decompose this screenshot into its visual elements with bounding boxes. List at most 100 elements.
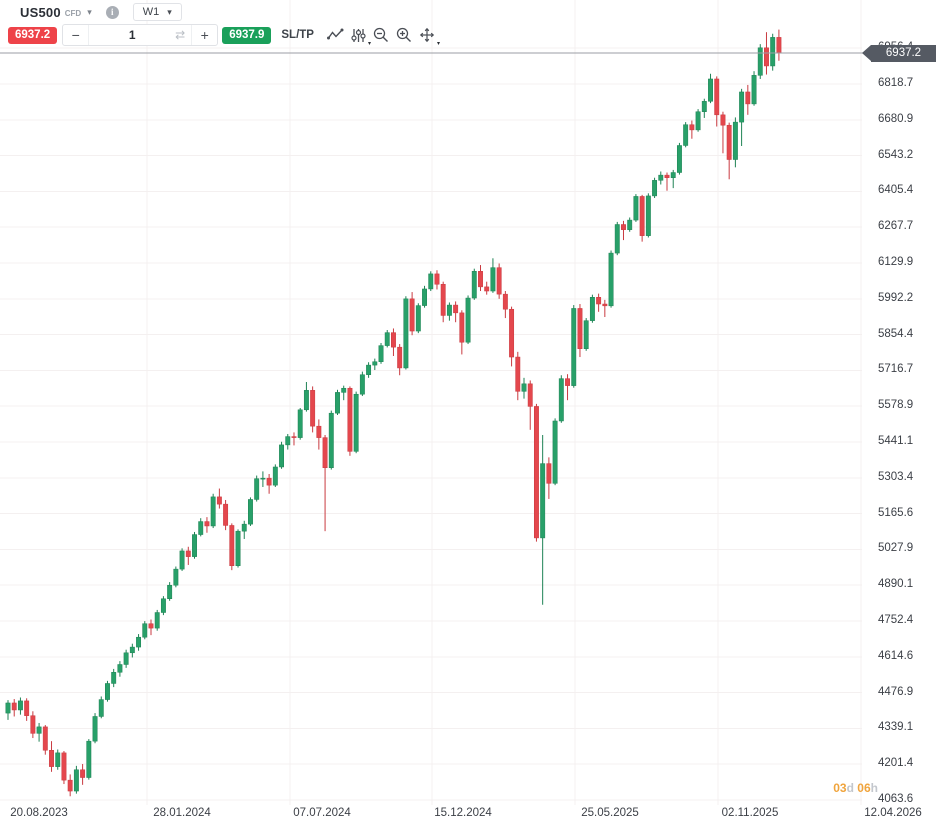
candle-body — [708, 78, 713, 102]
candle-body — [30, 715, 36, 734]
candle-body — [248, 499, 253, 525]
price-axis-label: 4339.1 — [878, 721, 914, 734]
price-axis-label: 4063.6 — [878, 793, 914, 805]
price-axis-label: 4201.4 — [878, 757, 914, 770]
buy-price-button[interactable]: 6937.9 — [222, 26, 272, 44]
candle-body — [260, 477, 266, 480]
candle-body — [627, 219, 633, 230]
chevron-down-icon[interactable]: ▾ — [87, 6, 92, 17]
candle-body — [142, 623, 148, 638]
candle-body — [745, 91, 751, 105]
candle-body — [160, 598, 166, 613]
candle-body — [714, 78, 720, 116]
info-icon[interactable]: i — [105, 5, 119, 19]
swap-units-icon[interactable]: ⇄ — [175, 28, 186, 42]
volume-input[interactable] — [89, 28, 176, 42]
price-axis[interactable]: 6956.46818.76680.96543.26405.46267.76129… — [862, 0, 936, 828]
candle-body — [391, 332, 396, 348]
candle-body — [639, 196, 645, 236]
price-axis-label: 5303.4 — [878, 470, 914, 483]
candle-body — [521, 383, 527, 392]
candle-body — [422, 288, 427, 306]
candle-body — [577, 308, 583, 349]
price-axis-label: 6405.4 — [878, 184, 914, 197]
candle-body — [266, 477, 272, 486]
time-axis-label: 12.04.2026 — [864, 807, 922, 819]
indicators-icon[interactable]: ▾ — [347, 25, 371, 47]
candle-body — [683, 124, 689, 146]
timeframe-dropdown[interactable]: W1 ▾ — [132, 3, 182, 21]
candle-body — [471, 271, 477, 299]
candle-body — [5, 702, 11, 714]
candle-body — [353, 393, 359, 452]
candle-body — [490, 267, 496, 292]
candle-body — [61, 752, 67, 781]
candle-body — [235, 530, 241, 566]
candle-body — [496, 267, 502, 295]
symbol-name[interactable]: US500 — [20, 4, 61, 20]
candle-body — [540, 463, 546, 539]
candle-body — [695, 111, 701, 131]
candle-body — [291, 436, 297, 438]
price-axis-label: 6818.7 — [878, 76, 914, 89]
candle-body — [739, 91, 745, 123]
candle-body — [216, 496, 222, 505]
time-axis-label: 15.12.2024 — [434, 807, 492, 819]
candle-body — [279, 444, 284, 468]
countdown-days-unit: d — [846, 781, 854, 795]
zoom-in-icon[interactable] — [393, 25, 416, 45]
candle-body — [670, 172, 676, 178]
instrument-header: US500 CFD ▾ i W1 ▾ — [20, 3, 182, 21]
line-style-icon[interactable] — [324, 25, 347, 45]
candle-body — [732, 121, 738, 160]
candle-body — [210, 496, 216, 527]
sell-price-button[interactable]: 6937.2 — [8, 26, 58, 44]
pan-icon[interactable]: ▾ — [416, 25, 440, 47]
candle-body — [92, 716, 98, 742]
candle-body — [571, 308, 577, 386]
candle-body — [316, 425, 322, 438]
candle-body — [322, 437, 328, 469]
candle-body — [720, 114, 726, 126]
candle-body — [515, 356, 521, 392]
candle-body — [24, 700, 30, 716]
price-axis-label: 5578.9 — [878, 399, 914, 412]
candle-body — [770, 37, 776, 67]
candle-body — [111, 672, 117, 684]
candle-body — [73, 769, 79, 792]
chart-tools: ▾ — [324, 25, 440, 47]
candle-body — [341, 387, 347, 393]
candle-body — [303, 390, 309, 411]
time-axis-label: 28.01.2024 — [153, 807, 211, 819]
candle-body — [652, 180, 658, 197]
candle-countdown: 03d 06h — [833, 781, 878, 795]
sltp-button[interactable]: SL/TP — [281, 29, 314, 41]
chevron-down-icon: ▾ — [436, 41, 440, 47]
price-axis-label: 6543.2 — [878, 148, 914, 161]
candle-body — [509, 308, 515, 358]
decrease-volume-button[interactable]: − — [63, 25, 90, 45]
candle-body — [764, 47, 769, 67]
candle-body — [80, 769, 86, 778]
candle-body — [583, 320, 589, 349]
volume-stepper: − ⇄ + — [62, 24, 219, 46]
candle-body — [751, 75, 757, 105]
candle-body — [645, 195, 651, 236]
instrument-type-label: CFD — [64, 8, 82, 18]
time-axis[interactable]: 20.08.2023 28.01.2024 07.07.2024 15.12.2024… — [0, 805, 936, 828]
candle-body — [229, 525, 235, 566]
increase-volume-button[interactable]: + — [191, 25, 217, 45]
candle-body — [589, 297, 595, 321]
candle-body — [664, 174, 670, 178]
chevron-down-icon: ▾ — [367, 41, 371, 47]
candle-body — [123, 652, 129, 665]
candle-body — [676, 145, 682, 173]
candle-body — [359, 374, 365, 395]
candle-body — [397, 346, 403, 369]
candle-body — [179, 550, 185, 570]
candle-body — [689, 124, 695, 131]
candle-body — [403, 298, 409, 369]
candle-body — [136, 636, 142, 648]
zoom-out-icon[interactable] — [370, 25, 393, 45]
